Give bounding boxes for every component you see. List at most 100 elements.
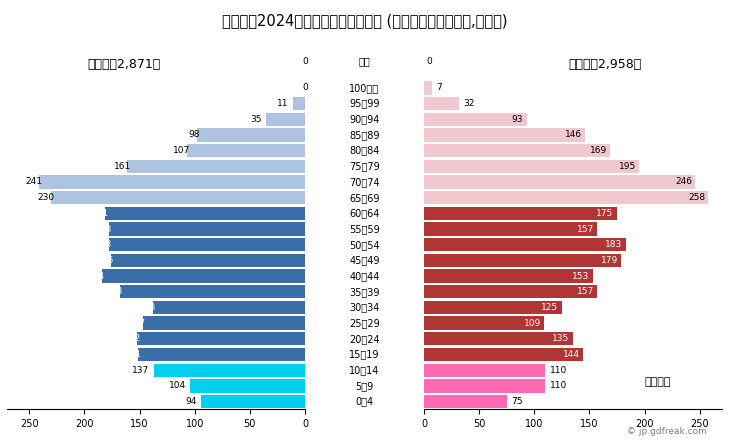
Bar [120, 285, 305, 299]
Bar [154, 364, 305, 377]
Text: 45～49: 45～49 [349, 255, 380, 265]
Bar [187, 144, 305, 157]
Text: 65～69: 65～69 [349, 193, 380, 202]
Bar [111, 254, 305, 267]
Bar [424, 395, 507, 408]
Text: 144: 144 [563, 350, 580, 359]
Text: 146: 146 [564, 130, 582, 139]
Text: 125: 125 [542, 303, 558, 312]
Bar [424, 254, 621, 267]
Text: 176: 176 [97, 256, 114, 265]
Bar [102, 269, 305, 283]
Text: 168: 168 [106, 287, 123, 296]
Text: 85～89: 85～89 [349, 130, 380, 140]
Bar [424, 97, 459, 110]
Bar [424, 348, 582, 361]
Text: 137: 137 [132, 366, 149, 375]
Text: 30～34: 30～34 [349, 303, 380, 312]
Bar [424, 175, 695, 189]
Text: 152: 152 [124, 334, 141, 344]
Text: 93: 93 [512, 115, 523, 124]
Text: 女性計：2,958人: 女性計：2,958人 [569, 58, 642, 71]
Bar [51, 191, 305, 204]
Bar [137, 332, 305, 345]
Bar [293, 97, 305, 110]
Text: 169: 169 [590, 146, 607, 155]
Text: 0～4: 0～4 [356, 396, 373, 407]
Bar [106, 206, 305, 220]
Bar [128, 160, 305, 173]
Text: 40～44: 40～44 [349, 271, 380, 281]
Text: 11: 11 [277, 99, 289, 108]
Bar [424, 238, 625, 251]
Text: 0: 0 [426, 57, 432, 66]
Bar [424, 128, 585, 142]
Text: 153: 153 [572, 271, 590, 281]
Text: 不詳: 不詳 [359, 56, 370, 66]
Bar [139, 348, 305, 361]
Text: 183: 183 [605, 240, 623, 249]
Bar [197, 128, 305, 142]
Text: 258: 258 [688, 193, 705, 202]
Text: 7: 7 [436, 83, 442, 93]
Bar [201, 395, 305, 408]
Text: 157: 157 [577, 287, 594, 296]
Text: 70～74: 70～74 [349, 177, 380, 187]
Bar [424, 364, 545, 377]
Bar [266, 113, 305, 126]
Bar [39, 175, 305, 189]
Bar [424, 191, 709, 204]
Text: 161: 161 [114, 162, 130, 171]
Text: 138: 138 [139, 303, 156, 312]
Text: 士幅町の2024年１月１日の人口構成 (住民基本台帳ベース,総人口): 士幅町の2024年１月１日の人口構成 (住民基本台帳ベース,総人口) [222, 13, 507, 28]
Text: 98: 98 [189, 130, 200, 139]
Text: 109: 109 [523, 319, 541, 328]
Bar [109, 222, 305, 236]
Text: 32: 32 [464, 99, 475, 108]
Bar [424, 144, 610, 157]
Text: 181: 181 [91, 209, 109, 218]
Bar [424, 222, 597, 236]
Text: 35: 35 [251, 115, 262, 124]
Text: 110: 110 [550, 366, 567, 375]
Text: 246: 246 [675, 178, 692, 186]
Text: 107: 107 [173, 146, 190, 155]
Text: 110: 110 [550, 381, 567, 390]
Text: 50～54: 50～54 [349, 240, 380, 250]
Text: 0: 0 [303, 57, 308, 66]
Bar [424, 269, 593, 283]
Text: 95～99: 95～99 [349, 99, 380, 109]
Text: 178: 178 [95, 240, 112, 249]
Text: 20～24: 20～24 [349, 334, 380, 344]
Text: 80～84: 80～84 [349, 146, 380, 156]
Text: 151: 151 [125, 350, 142, 359]
Bar [424, 379, 545, 392]
Text: 230: 230 [38, 193, 55, 202]
Bar [424, 332, 573, 345]
Text: 75～79: 75～79 [349, 162, 380, 171]
Text: 15～19: 15～19 [349, 349, 380, 360]
Text: 5～9: 5～9 [355, 381, 374, 391]
Bar [109, 238, 305, 251]
Text: 単位：人: 単位：人 [644, 377, 671, 387]
Bar [424, 285, 597, 299]
Text: © jp.gdfreak.com: © jp.gdfreak.com [627, 427, 707, 436]
Bar [153, 301, 305, 314]
Bar [424, 160, 639, 173]
Text: 90～94: 90～94 [349, 114, 380, 124]
Text: 男性計：2,871人: 男性計：2,871人 [87, 58, 160, 71]
Bar [143, 316, 305, 330]
Text: 35～39: 35～39 [349, 287, 380, 297]
Text: 179: 179 [601, 256, 618, 265]
Text: 100歳～: 100歳～ [349, 83, 380, 93]
Text: 175: 175 [596, 209, 614, 218]
Text: 184: 184 [88, 271, 106, 281]
Bar [424, 113, 526, 126]
Text: 25～29: 25～29 [349, 318, 380, 328]
Text: 147: 147 [129, 319, 147, 328]
Bar [190, 379, 305, 392]
Text: 157: 157 [577, 225, 594, 234]
Text: 0: 0 [303, 83, 308, 93]
Bar [424, 301, 562, 314]
Text: 60～64: 60～64 [349, 208, 380, 218]
